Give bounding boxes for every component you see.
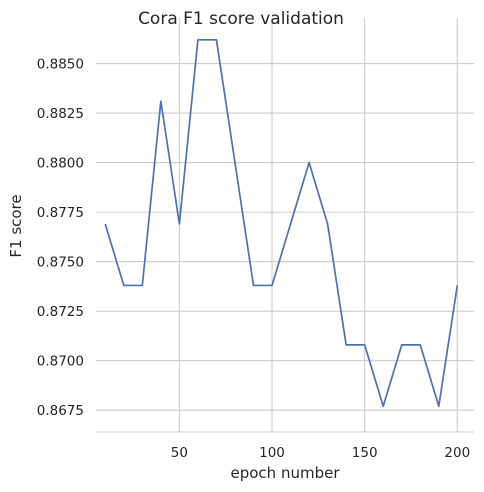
- y-tick-labels: 0.8675 0.8700 0.8725 0.8750 0.8775 0.8800 0.88…: [37, 57, 84, 420]
- y-tick-label: 0.8775: [37, 205, 84, 221]
- y-tick-label: 0.8675: [37, 403, 84, 419]
- y-tick-label: 0.8700: [37, 354, 84, 370]
- y-tick-label: 0.8800: [37, 156, 84, 172]
- x-tick-label: 50: [171, 445, 188, 461]
- y-tick-label: 0.8825: [37, 106, 84, 122]
- x-tick-label: 150: [352, 445, 378, 461]
- y-tick-label: 0.8850: [37, 57, 84, 73]
- x-tick-label: 100: [259, 445, 285, 461]
- y-tick-label: 0.8750: [37, 255, 84, 271]
- chart-title: Cora F1 score validation: [138, 9, 344, 29]
- series-layer: [104, 38, 459, 408]
- x-axis-label: epoch number: [231, 464, 341, 482]
- y-axis-label: F1 score: [7, 194, 25, 257]
- series-line: [104, 38, 459, 408]
- x-tick-label: 200: [444, 445, 470, 461]
- x-tick-labels: 50 100 150 200: [171, 445, 470, 461]
- y-tick-label: 0.8725: [37, 304, 84, 320]
- grid-layer: [96, 18, 474, 432]
